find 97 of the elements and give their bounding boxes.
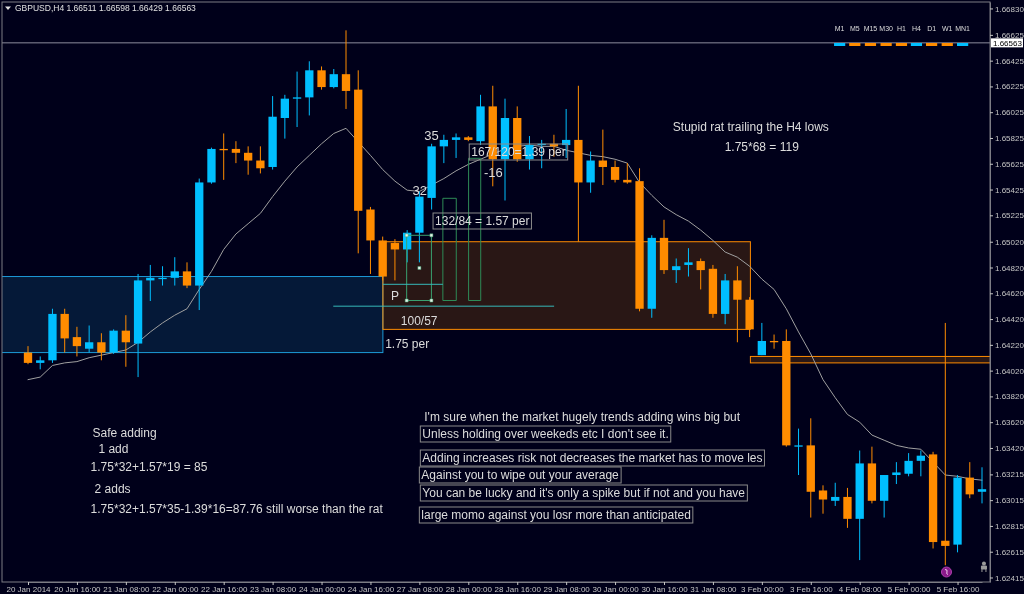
y-tick-label: 1.62815 (995, 521, 1024, 531)
candlestick (451, 132, 461, 159)
annotation: Safe adding (92, 426, 157, 440)
candlestick (72, 326, 82, 357)
y-tick-label: 1.63820 (995, 392, 1024, 402)
x-tick-label: 5 Feb 00:00 (887, 584, 932, 594)
candlestick (733, 265, 742, 343)
candlestick (329, 68, 338, 89)
candlestick (843, 487, 852, 529)
candlestick (818, 484, 828, 515)
y-tick-label: 1.65020 (995, 237, 1024, 247)
annotation: 35 (424, 128, 439, 143)
y-tick-label: 1.64220 (995, 340, 1024, 350)
candlestick (244, 145, 253, 176)
candlestick (85, 325, 94, 354)
candlestick (23, 345, 33, 365)
x-tick-label: 5 Feb 16:00 (936, 584, 980, 594)
candlestick (610, 160, 620, 183)
annotation: Stupid rat trailing the H4 lows (672, 120, 829, 134)
x-tick-label: 3 Feb 00:00 (740, 584, 785, 594)
annotation: 1.75*32+1.57*35-1.39*16=87.76 still worse than the rat (90, 501, 384, 516)
candlestick (109, 328, 118, 355)
x-tick-label: 21 Jan 08:00 (103, 584, 151, 594)
candlestick (97, 332, 106, 361)
x-tick-label: 30 Jan 00:00 (592, 584, 640, 594)
y-tick-label: 1.65825 (995, 134, 1024, 144)
annotation: I'm sure when the market hugely trends adding wins big but (424, 410, 741, 424)
candlestick (977, 466, 987, 504)
y-tick-label: 1.64620 (995, 289, 1024, 299)
candlestick (280, 94, 289, 140)
x-tick-label: 22 Jan 16:00 (201, 584, 248, 594)
x-tick-label: 24 Jan 16:00 (347, 584, 395, 594)
annotation: 1.75*32+1.57*19 = 85 (90, 460, 208, 474)
ref-line-label: 1.66563 (993, 38, 1023, 48)
annotation: Unless holding over weekeds etc I don't see it. (422, 427, 669, 441)
y-tick-label: 1.64020 (995, 366, 1024, 376)
candlestick (586, 151, 595, 194)
annotation: 32 (412, 183, 427, 198)
y-tick-label: 1.66225 (995, 82, 1024, 92)
annotation: large momo against you losr more than anticipated (421, 508, 691, 522)
x-tick-label: 28 Jan 00:00 (445, 584, 493, 594)
x-tick-label: 24 Jan 00:00 (298, 584, 346, 594)
annotation: 100/57 (400, 314, 438, 328)
candlestick (231, 140, 241, 164)
x-tick-label: 4 Feb 08:00 (838, 584, 883, 594)
candlestick (696, 257, 705, 290)
annotation: 2 adds (94, 482, 131, 496)
x-tick-label: 20 Jan 16:00 (54, 584, 102, 594)
candlestick (794, 428, 803, 476)
x-tick-label: 31 Jan 08:00 (690, 584, 738, 594)
candlestick (684, 247, 693, 278)
x-tick-label: 22 Jan 00:00 (152, 584, 199, 594)
chart-title: GBPUSD,H4 1.66511 1.66598 1.66429 1.66563 (15, 3, 197, 13)
y-tick-label: 1.62415 (995, 573, 1024, 583)
annotation: You can be lucky and it's only a spike but if not and you have (422, 486, 746, 500)
candlestick (831, 482, 840, 507)
annotation: Adding increases risk not decreases the market has to move les (422, 451, 763, 465)
candlestick (182, 261, 192, 289)
candlestick (256, 145, 265, 174)
x-tick-label: 30 Jan 16:00 (641, 584, 689, 594)
y-tick-label: 1.63015 (995, 496, 1024, 506)
x-tick-label: 28 Jan 16:00 (494, 584, 542, 594)
annotation: 1 add (98, 442, 129, 456)
candlestick (916, 450, 925, 477)
x-tick-label: 20 Jan 2014 (6, 584, 52, 594)
annotation: P (391, 289, 400, 303)
y-tick-label: 1.66425 (995, 56, 1024, 66)
annotation: 1.75 per (385, 337, 430, 351)
y-tick-label: 1.64420 (995, 315, 1024, 325)
candlestick (672, 257, 681, 284)
candlestick (292, 71, 302, 128)
y-tick-label: 1.64820 (995, 263, 1024, 273)
y-tick-label: 1.63420 (995, 444, 1024, 454)
y-tick-label: 1.65625 (995, 159, 1024, 169)
y-tick-label: 1.63215 (995, 470, 1024, 480)
candlestick (341, 29, 351, 110)
candlestick (317, 65, 326, 91)
annotation: 1.75*68 = 119 (724, 140, 800, 154)
y-tick-label: 1.66625 (995, 30, 1024, 40)
y-tick-label: 1.63620 (995, 418, 1024, 428)
x-tick-label: 29 Jan 08:00 (543, 584, 591, 594)
x-tick-label: 23 Jan 08:00 (249, 584, 297, 594)
candlestick (892, 461, 901, 485)
x-tick-label: 27 Jan 08:00 (396, 584, 444, 594)
candlestick (941, 322, 950, 566)
candlestick (757, 322, 766, 356)
y-tick-label: 1.66830 (995, 4, 1024, 14)
candlestick (170, 256, 179, 287)
x-tick-label: 3 Feb 16:00 (789, 584, 834, 594)
y-tick-label: 1.65225 (995, 211, 1024, 221)
y-tick-label: 1.66025 (995, 108, 1024, 118)
y-tick-label: 1.62615 (995, 547, 1024, 557)
annotation: Against you to wipe out your average (421, 468, 620, 482)
candlestick (904, 452, 913, 477)
candlestick (965, 461, 974, 499)
y-tick-label: 1.65425 (995, 185, 1024, 195)
candlestick (121, 314, 130, 368)
